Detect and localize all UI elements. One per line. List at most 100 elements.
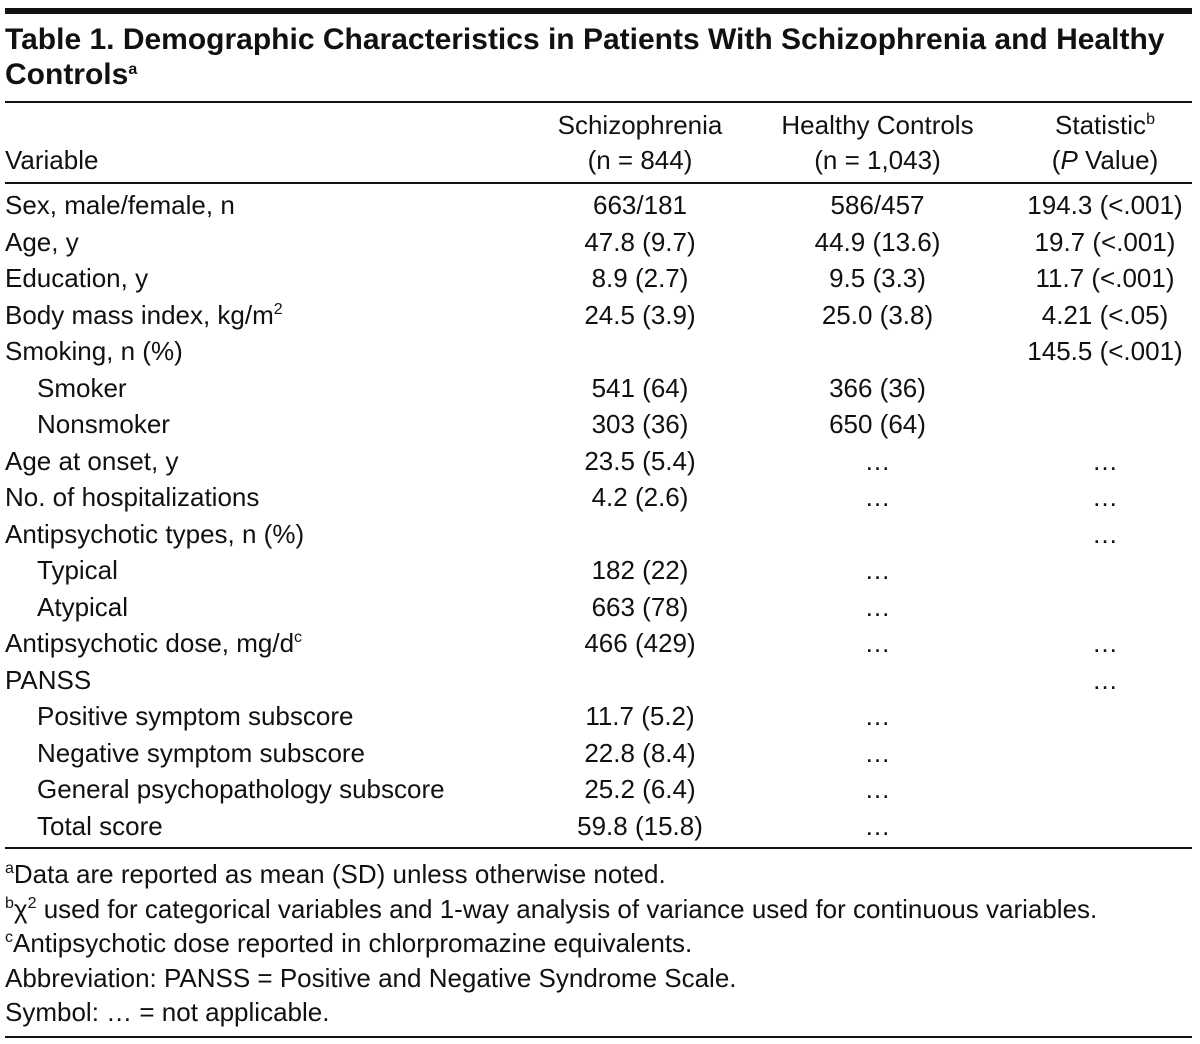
footnote-text: χ xyxy=(13,893,28,924)
footnote-mark: b xyxy=(1146,111,1155,128)
column-sub: ( xyxy=(1051,145,1061,175)
table-cell: 466 (429) xyxy=(584,628,696,658)
column-label: Healthy Controls xyxy=(781,110,974,140)
column-subheader: (n = 844) xyxy=(545,145,735,175)
row-label: Body mass index, kg/m2 xyxy=(5,300,283,330)
table-cell: 47.8 (9.7) xyxy=(584,226,696,257)
footnote: cAntipsychotic dose reported in chlorpro… xyxy=(5,928,692,958)
table-cell: … xyxy=(864,591,891,622)
footnote-mark: c xyxy=(5,929,13,946)
row-label-text: Total score xyxy=(37,810,163,841)
footnote-text: Symbol: … = not applicable. xyxy=(5,997,330,1027)
footnote-mark: a xyxy=(5,860,14,877)
table-cell: … xyxy=(864,737,891,768)
row-label: No. of hospitalizations xyxy=(5,482,259,512)
row-label-text: Sex, male/female, n xyxy=(5,190,235,220)
footnote-text: Antipsychotic dose reported in chlorprom… xyxy=(13,928,693,958)
table-cell: 24.5 (3.9) xyxy=(584,299,696,330)
table-cell: … xyxy=(864,810,891,841)
row-label-text: Smoking, n (%) xyxy=(5,336,183,366)
row-label-text: Body mass index, kg/m xyxy=(5,299,274,330)
title-footnote-mark: a xyxy=(128,61,138,78)
row-label-text: Antipsychotic dose, mg/d xyxy=(5,628,295,658)
row-label: Nonsmoker xyxy=(37,409,170,439)
table-cell: 4.21 (<.05) xyxy=(1041,299,1169,330)
row-label-text: PANSS xyxy=(5,664,92,695)
row-label-text: General psychopathology subscore xyxy=(37,774,445,804)
footnote-mark: b xyxy=(5,894,14,912)
bottom-rule xyxy=(5,1036,1192,1038)
table-cell: 194.3 (<.001) xyxy=(1027,190,1183,220)
footnote: Abbreviation: PANSS = Positive and Negat… xyxy=(5,963,737,993)
row-label-text: Age, y xyxy=(5,226,79,257)
column-header: Healthy Controls xyxy=(770,110,985,140)
footnote: bχ2 used for categorical variables and 1… xyxy=(5,894,1097,924)
column-label: Schizophrenia xyxy=(557,110,723,140)
row-label-text: Education, y xyxy=(5,263,149,293)
row-label: Negative symptom subscore xyxy=(37,738,365,768)
body-rule xyxy=(5,182,1192,184)
footnote: aData are reported as mean (SD) unless o… xyxy=(5,859,666,889)
row-label: Smoking, n (%) xyxy=(5,336,183,366)
column-sub: (n = 844) xyxy=(587,145,693,175)
table-cell: … xyxy=(864,445,891,476)
column-sub: Value) xyxy=(1077,145,1159,175)
table-cell: 650 (64) xyxy=(829,409,926,439)
footnote: Symbol: … = not applicable. xyxy=(5,997,329,1027)
row-label-text: Nonsmoker xyxy=(37,409,170,439)
table-cell: 663 (78) xyxy=(591,591,689,622)
table-cell: … xyxy=(1092,664,1118,695)
table-cell: … xyxy=(864,482,891,512)
row-label: Atypical xyxy=(37,592,128,622)
title-text: Table 1. Demographic Characteristics in … xyxy=(5,23,1165,91)
table-cell: 182 (22) xyxy=(591,555,689,585)
column-sub-italic: P xyxy=(1060,145,1078,175)
row-label: PANSS xyxy=(5,665,91,695)
row-label: Antipsychotic dose, mg/dc xyxy=(5,628,302,658)
table-cell: 22.8 (8.4) xyxy=(584,737,696,768)
column-subheader: (n = 1,043) xyxy=(770,145,985,175)
table-cell: 541 (64) xyxy=(591,372,689,403)
table-cell: … xyxy=(1092,518,1118,549)
table-cell: … xyxy=(1092,482,1118,512)
column-subheader: (P Value) xyxy=(1015,145,1195,175)
column-sub: (n = 1,043) xyxy=(814,145,941,175)
table-cell: 145.5 (<.001) xyxy=(1027,336,1183,366)
table-cell: … xyxy=(1092,445,1118,476)
row-label: Total score xyxy=(37,811,163,841)
table-cell: 23.5 (5.4) xyxy=(584,445,696,476)
table-cell: … xyxy=(864,555,891,585)
top-rule xyxy=(5,8,1192,14)
foot-rule xyxy=(5,847,1192,849)
row-label-text: Positive symptom subscore xyxy=(37,701,354,731)
table-cell: 19.7 (<.001) xyxy=(1034,226,1176,257)
table-cell: 586/457 xyxy=(830,190,925,220)
row-label-text: No. of hospitalizations xyxy=(5,482,260,512)
table-cell: 11.7 (<.001) xyxy=(1035,263,1175,293)
footnote-text: used for categorical variables and 1-way… xyxy=(36,893,1098,924)
row-label-text: Smoker xyxy=(37,372,127,403)
footnote-text: Data are reported as mean (SD) unless ot… xyxy=(13,859,666,889)
table-cell: 25.2 (6.4) xyxy=(584,774,696,804)
table-cell: 59.8 (15.8) xyxy=(577,810,703,841)
footnote-mark: 2 xyxy=(273,300,283,318)
column-header: Schizophrenia xyxy=(545,110,735,140)
table-title: Table 1. Demographic Characteristics in … xyxy=(5,22,1165,92)
row-label: General psychopathology subscore xyxy=(37,774,445,804)
row-label: Education, y xyxy=(5,263,148,293)
row-label-text: Antipsychotic types, n (%) xyxy=(5,518,305,549)
table-cell: 366 (36) xyxy=(829,372,926,403)
table-cell: … xyxy=(864,628,891,658)
footnote-text: Abbreviation: PANSS = Positive and Negat… xyxy=(5,962,737,993)
table-cell: 9.5 (3.3) xyxy=(829,263,926,293)
footnote-mark: c xyxy=(294,629,303,646)
table-cell: 44.9 (13.6) xyxy=(814,226,941,257)
header-rule xyxy=(5,101,1192,103)
header-variable: Variable xyxy=(5,145,99,175)
column-label: Statistic xyxy=(1055,110,1147,140)
row-label-text: Typical xyxy=(37,555,118,585)
row-label: Age at onset, y xyxy=(5,446,178,476)
table-cell: … xyxy=(864,701,891,731)
table-cell: 11.7 (5.2) xyxy=(585,701,695,731)
